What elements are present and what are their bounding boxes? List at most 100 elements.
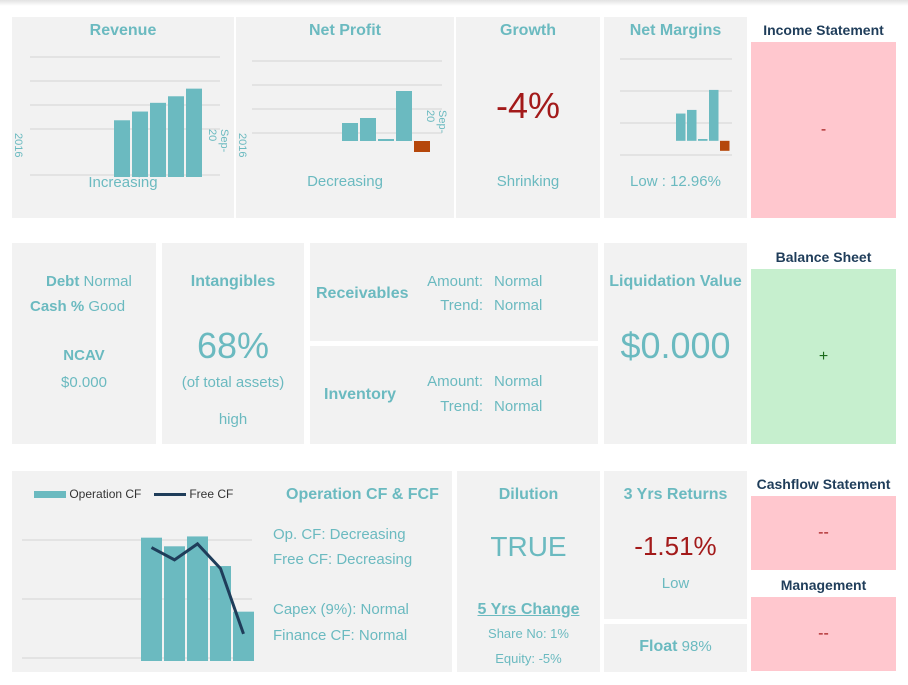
revenue-status: Increasing xyxy=(88,174,158,191)
receivables-card: Receivables Amount: Normal Trend: Normal xyxy=(310,243,598,341)
cashflow-statement-box[interactable]: -- xyxy=(751,496,896,570)
intangibles-value: 68% xyxy=(196,325,270,366)
bar xyxy=(676,113,686,141)
cash-row: Cash % Good xyxy=(30,298,125,315)
growth-title: Growth xyxy=(500,22,556,39)
liquidation-card: Liquidation Value $0.000 xyxy=(604,243,747,444)
net-profit-axis-end: Sep-20 xyxy=(424,110,448,134)
growth-status: Shrinking xyxy=(496,173,560,190)
cash-label: Cash % xyxy=(30,298,85,315)
cash-value: Good xyxy=(88,298,126,315)
receivables-trend-label: Trend: xyxy=(440,297,483,314)
bar xyxy=(132,111,148,177)
inventory-trend-label: Trend: xyxy=(440,398,483,415)
dilution-value: TRUE xyxy=(490,531,567,562)
bar xyxy=(342,123,358,141)
returns-title: 3 Yrs Returns xyxy=(623,486,728,503)
income-statement-value: - xyxy=(820,121,827,138)
intangibles-level: high xyxy=(218,411,248,428)
management-title: Management xyxy=(780,577,867,593)
bar-negative xyxy=(414,141,430,152)
cashflow-statement-title: Cashflow Statement xyxy=(756,476,891,492)
receivables-amount-label: Amount: xyxy=(427,273,483,290)
intangibles-note: (of total assets) xyxy=(181,374,285,391)
float-value: 98% xyxy=(681,638,712,655)
finance-cf-line: Finance CF: Normal xyxy=(273,627,408,644)
net-profit-chart xyxy=(252,60,442,152)
debt-cash-card: Debt Normal Cash % Good NCAV $0.000 xyxy=(12,243,156,444)
net-margins-chart xyxy=(620,58,732,156)
legend-bar-swatch xyxy=(34,491,66,499)
bar xyxy=(709,89,719,141)
receivables-trend-value: Normal xyxy=(494,297,543,314)
net-profit-axis-start: 2016 xyxy=(236,133,248,158)
inventory-amount-value: Normal xyxy=(494,373,543,390)
intangibles-card: Intangibles 68% (of total assets) high xyxy=(162,243,304,444)
receivables-amount-value: Normal xyxy=(494,273,543,290)
op-cf-fcf-title: Operation CF & FCF xyxy=(286,486,439,503)
legend-bar-label: Operation CF xyxy=(69,487,142,501)
five-yrs-change-title[interactable]: 5 Yrs Change xyxy=(477,601,580,618)
receivables-title: Receivables xyxy=(316,285,409,302)
inventory-card: Inventory Amount: Normal Trend: Normal xyxy=(310,346,598,444)
op-cf-line: Op. CF: Decreasing xyxy=(273,526,406,543)
float-card: Float 98% xyxy=(604,624,747,672)
share-no-change: Share No: 1% xyxy=(488,626,569,641)
dilution-card: Dilution TRUE 5 Yrs Change Share No: 1% … xyxy=(457,471,600,672)
returns-card: 3 Yrs Returns -1.51% Low xyxy=(604,471,747,619)
top-shadow-line xyxy=(0,0,908,6)
cashflow-bar xyxy=(210,566,231,661)
net-profit-title: Net Profit xyxy=(309,22,381,39)
cashflow-chart-card: Operation CF Free CF xyxy=(12,471,258,672)
bar xyxy=(698,139,708,141)
cashflow-bar xyxy=(164,546,185,661)
bar xyxy=(687,109,697,141)
debt-row: Debt Normal xyxy=(46,273,132,290)
cashflow-statement-value: -- xyxy=(818,524,829,541)
growth-value: -4% xyxy=(495,85,561,126)
revenue-title: Revenue xyxy=(89,22,157,39)
net-profit-status: Decreasing xyxy=(307,173,383,190)
equity-change: Equity: -5% xyxy=(495,651,562,666)
bar xyxy=(396,91,412,141)
capex-line: Capex (9%): Normal xyxy=(273,601,409,618)
returns-status: Low xyxy=(661,575,690,592)
bar xyxy=(114,120,130,177)
cashflow-bar xyxy=(141,537,162,661)
bar xyxy=(150,102,166,177)
inventory-amount-label: Amount: xyxy=(427,373,483,390)
legend-free-cf: Free CF xyxy=(154,487,233,501)
management-box[interactable]: -- xyxy=(751,597,896,671)
income-statement-box[interactable]: - xyxy=(751,42,896,218)
ncav-value: $0.000 xyxy=(61,374,107,391)
management-value: -- xyxy=(818,625,829,642)
cashflow-bar xyxy=(233,611,254,661)
balance-sheet-box[interactable]: + xyxy=(751,269,896,444)
revenue-card: Revenue 2016 Sep-20 Increasing xyxy=(12,17,234,218)
liquidation-value: $0.000 xyxy=(620,325,731,366)
revenue-axis-start: 2016 xyxy=(12,133,24,158)
net-margins-status: Low : 12.96% xyxy=(630,173,721,190)
debt-label: Debt xyxy=(46,273,80,290)
float-label: Float xyxy=(639,638,678,655)
ncav-label: NCAV xyxy=(63,347,105,364)
legend-line-swatch xyxy=(154,493,186,497)
legend-operation-cf: Operation CF xyxy=(34,487,141,501)
legend-line-label: Free CF xyxy=(189,487,234,501)
growth-card: Growth -4% Shrinking xyxy=(456,17,600,218)
float-row: Float 98% xyxy=(604,638,747,656)
income-statement-title: Income Statement xyxy=(763,22,884,38)
intangibles-title: Intangibles xyxy=(190,273,276,290)
liquidation-title: Liquidation Value xyxy=(609,273,742,290)
op-cf-fcf-card: Operation CF & FCF Op. CF: Decreasing Fr… xyxy=(258,471,452,672)
net-margins-title: Net Margins xyxy=(629,22,722,39)
debt-value: Normal xyxy=(83,273,132,290)
bar xyxy=(360,118,376,141)
dilution-title: Dilution xyxy=(498,486,559,503)
free-cf-line xyxy=(150,541,245,635)
cashflow-chart xyxy=(22,536,254,661)
bar-negative xyxy=(720,140,730,151)
net-margins-card: Net Margins Low : 12.96% xyxy=(604,17,747,218)
revenue-axis-end: Sep-20 xyxy=(206,129,230,153)
inventory-trend-value: Normal xyxy=(494,398,543,415)
